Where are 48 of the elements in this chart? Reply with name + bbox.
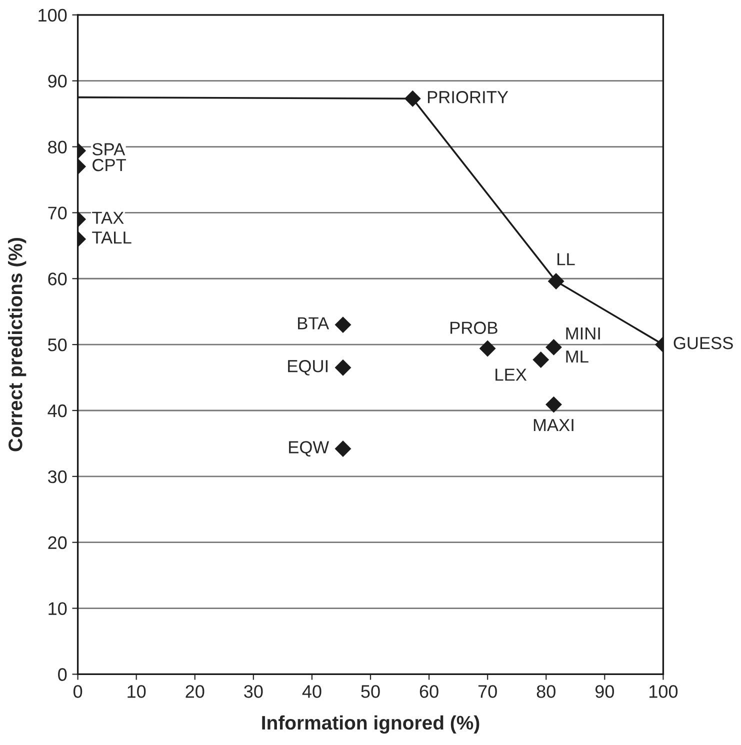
annotation: GUESS	[674, 336, 733, 350]
point	[334, 359, 352, 376]
point	[404, 90, 421, 107]
annotation: TAX	[92, 212, 124, 224]
annotation: EQUI	[288, 360, 328, 376]
point	[548, 273, 564, 290]
y-tick-label: 80	[48, 140, 67, 154]
y-tick-label: 20	[48, 536, 67, 550]
annotation: TALL	[92, 232, 132, 244]
point	[479, 340, 496, 357]
annotation: LEX	[496, 368, 527, 381]
x-tick-label: 0	[73, 685, 82, 698]
annotation: PROB	[450, 322, 498, 334]
annotation: MAXI	[534, 419, 574, 432]
y-tick-label: 40	[48, 404, 67, 418]
y-tick-label: 0	[58, 668, 67, 681]
point	[334, 440, 352, 457]
point	[546, 396, 562, 413]
x-tick-label: 70	[478, 685, 497, 698]
x-tick-label: 60	[420, 685, 438, 698]
x-tick-label: 80	[536, 685, 556, 698]
annotation: PRIORITY	[428, 91, 508, 104]
annotation: BTA	[298, 317, 330, 330]
annotation: SPA	[92, 143, 126, 156]
x-tick-label: 10	[128, 685, 146, 698]
annotation: CPT	[92, 158, 126, 172]
x-tick-label: 30	[244, 685, 263, 698]
annotation: MINI	[566, 327, 600, 340]
point	[532, 352, 550, 368]
annotation: LL	[557, 253, 575, 266]
y-tick-label: 30	[48, 470, 67, 484]
y-axis-title: Correct predictions (%)	[8, 238, 26, 452]
y-tick-label: 60	[48, 272, 67, 286]
x-tick-label: 90	[595, 685, 614, 698]
y-tick-label: 70	[48, 206, 67, 220]
y-tick-label: 10	[48, 602, 67, 616]
x-tick-label: 50	[361, 685, 380, 698]
point	[546, 338, 562, 356]
annotation: EQW	[289, 441, 330, 457]
y-tick-label: 50	[48, 338, 67, 352]
x-tick-label: 100	[650, 685, 678, 698]
point	[334, 316, 352, 333]
x-tick-label: 40	[302, 685, 322, 698]
y-tick-label: 100	[38, 8, 67, 22]
x-axis-title: Information ignored (%)	[262, 715, 480, 734]
x-tick-label: 20	[186, 685, 204, 698]
annotation: ML	[566, 350, 588, 363]
y-tick-label: 90	[48, 74, 67, 88]
